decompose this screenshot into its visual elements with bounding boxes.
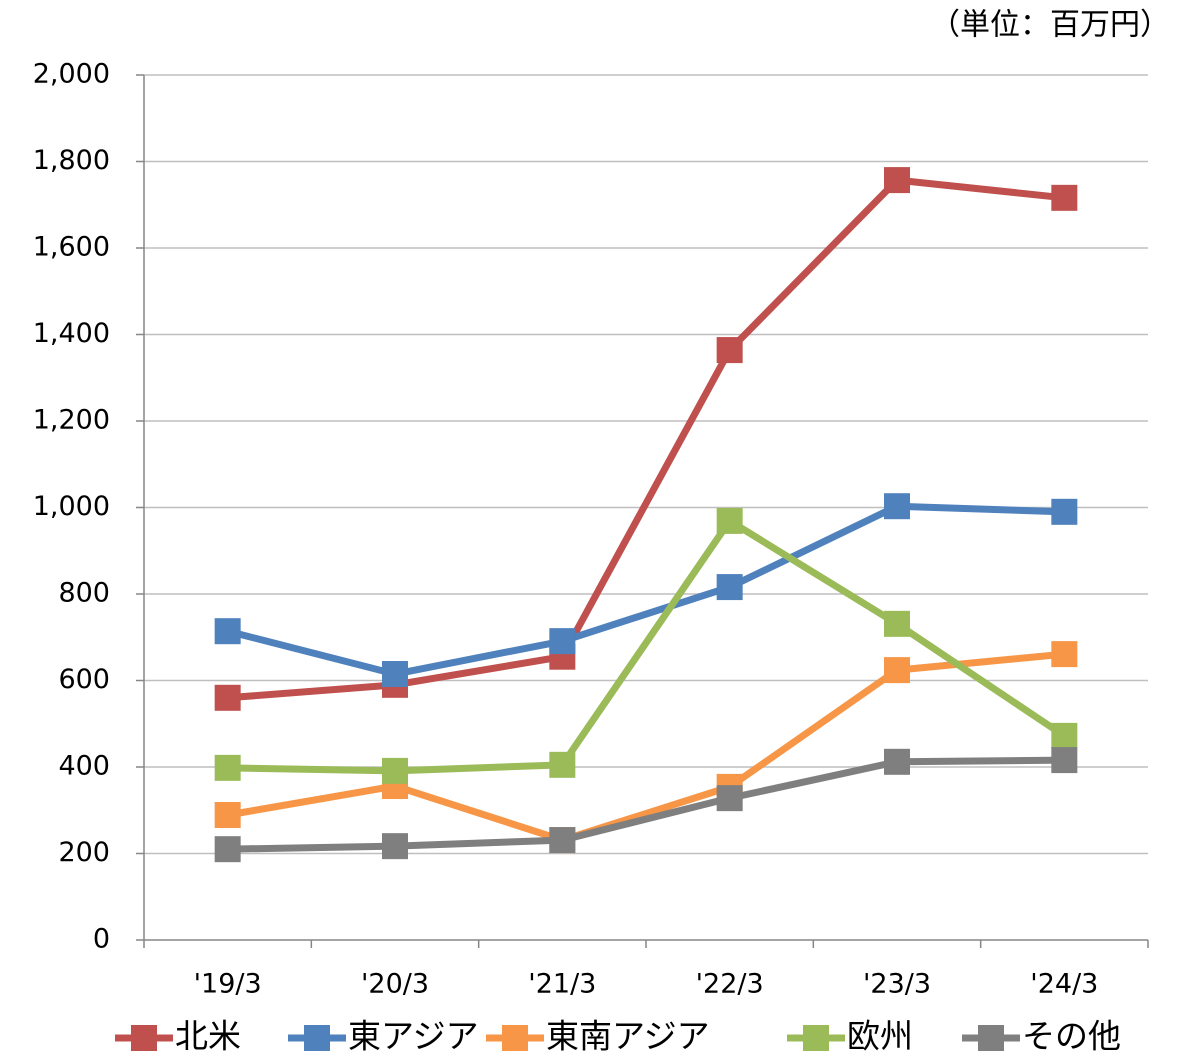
point-marker [884,493,910,520]
point-marker [214,618,241,645]
series-line [227,176,1065,702]
point-marker [1051,184,1078,211]
point-marker [214,802,241,829]
series-line [227,517,1067,775]
y-tick-label: 2,000 [33,59,110,90]
point-marker [1051,722,1078,749]
legend-label: その他 [1022,1017,1121,1056]
x-tick-label: '20/3 [361,969,429,1000]
point-marker [382,661,408,688]
series-line [226,502,1065,678]
point-marker [214,754,241,781]
point-marker [884,748,910,775]
y-tick-label: 1,000 [33,491,110,522]
y-tick-label: 1,600 [33,232,110,263]
point-marker [716,507,743,534]
y-tick-label: 200 [58,837,110,868]
series-line [227,650,1065,844]
point-marker [884,167,910,194]
legend-marker [502,1025,528,1051]
legend-label: 欧州 [847,1017,913,1056]
legend-marker [803,1025,829,1051]
x-tick-label: '22/3 [696,969,764,1000]
point-marker [716,785,743,812]
y-tick-label: 1,400 [33,318,110,349]
legend-label: 東アジア [348,1017,479,1056]
point-marker [549,827,576,854]
point-marker [884,657,910,684]
point-marker [214,684,241,711]
x-tick-label: '21/3 [528,969,596,1000]
y-tick-label: 400 [58,751,110,782]
point-marker [382,833,408,860]
point-marker [716,337,743,364]
legend-marker [131,1025,157,1051]
unit-label: （単位：百万円） [930,8,1170,43]
point-marker [1051,498,1078,525]
x-tick-label: '19/3 [194,969,262,1000]
point-marker [1051,641,1078,668]
y-tick-label: 800 [58,578,110,609]
legend-label: 東南アジア [546,1017,710,1056]
point-marker [1051,747,1078,774]
point-marker [716,574,743,601]
point-marker [549,751,576,778]
legend-marker [978,1025,1004,1051]
y-tick-label: 600 [58,664,110,695]
y-tick-label: 0 [93,924,110,955]
y-tick-label: 1,200 [33,405,110,436]
point-marker [382,757,408,784]
y-tick-label: 1,800 [33,145,110,176]
point-marker [214,836,241,863]
legend-label: 北米 [175,1017,241,1056]
series-line [227,756,1065,853]
legend-marker [304,1025,330,1051]
point-marker [884,610,910,637]
point-marker [549,628,576,655]
x-tick-label: '23/3 [863,969,931,1000]
x-tick-label: '24/3 [1030,969,1098,1000]
